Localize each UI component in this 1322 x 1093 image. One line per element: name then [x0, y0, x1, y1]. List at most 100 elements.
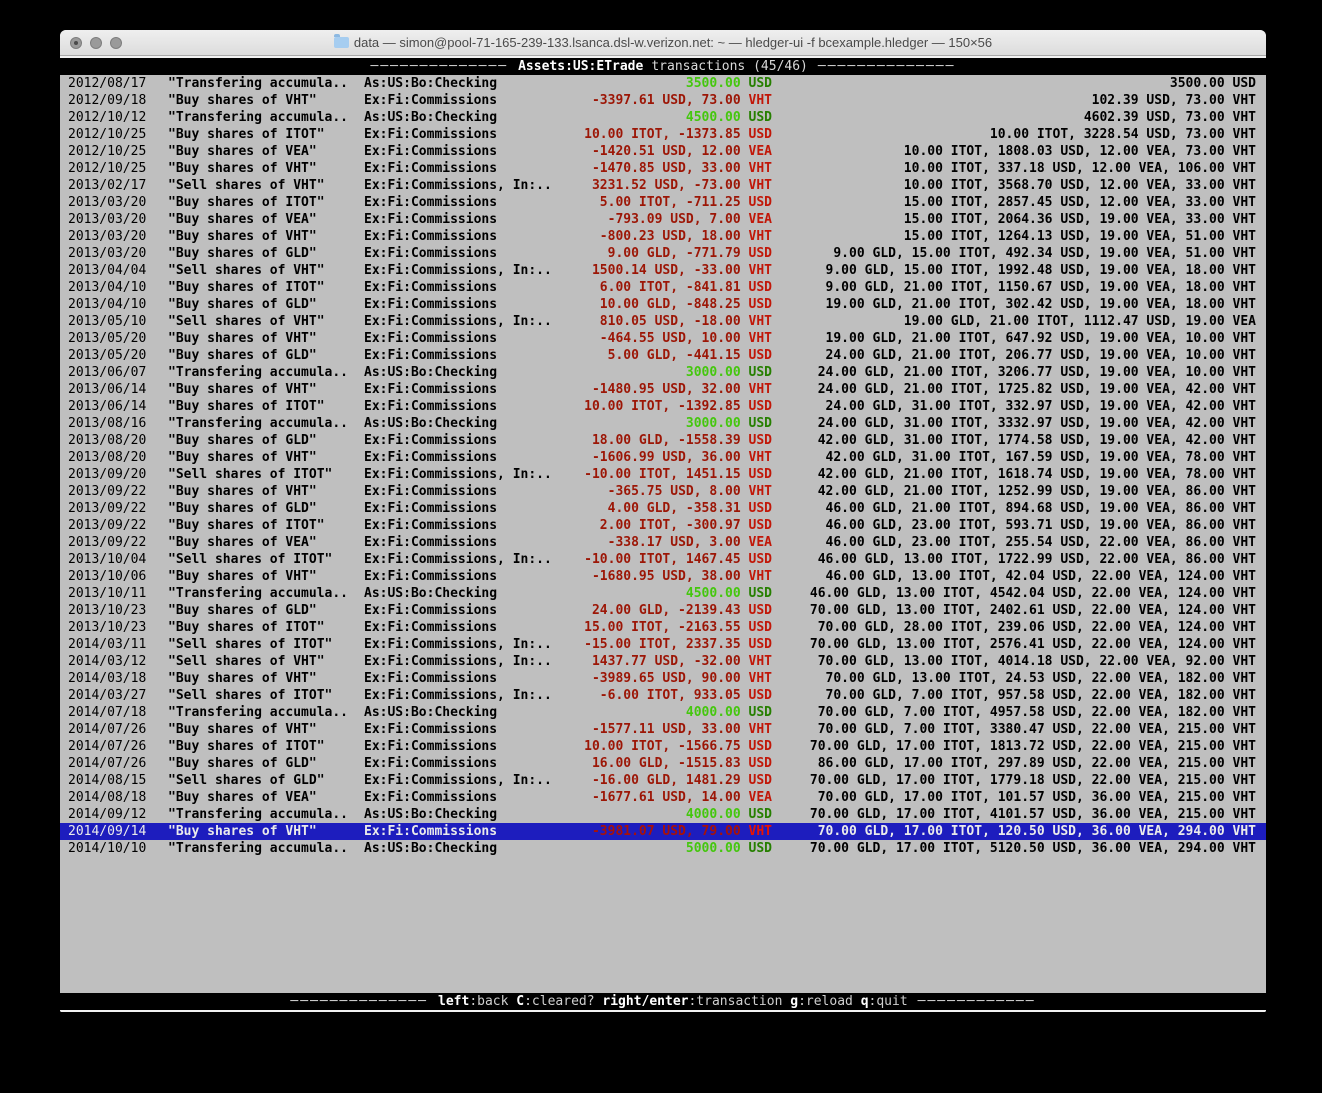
register-row[interactable]: 2013/09/22 "Buy shares of VHT" Ex:Fi:Commi…	[60, 483, 1266, 500]
row-description: "Sell shares of VHT"	[168, 654, 325, 669]
row-change-amount: 15.00 ITOT, -2163.55 USD	[564, 619, 772, 636]
row-date: 2012/10/25	[68, 127, 147, 142]
row-other-accounts: Ex:Fi:Commissions, In:..	[364, 263, 552, 278]
row-other-accounts: As:US:Bo:Checking	[364, 586, 498, 601]
register-row[interactable]: 2013/10/23 "Buy shares of GLD" Ex:Fi:Commi…	[60, 602, 1266, 619]
minimize-button[interactable]	[90, 37, 102, 49]
amount-number: 16.00 GLD, -1515.83	[591, 756, 741, 771]
register-row[interactable]: 2013/06/07 "Transfering accumula.. As:US:B…	[60, 364, 1266, 381]
row-running-balance: 70.00 GLD, 13.00 ITOT, 4014.18 USD, 22.0…	[817, 654, 1256, 669]
amount-number: 3000.00	[685, 416, 741, 431]
amount-commodity: USD	[740, 501, 773, 516]
row-running-balance: 9.00 GLD, 21.00 ITOT, 1150.67 USD, 19.00…	[825, 280, 1256, 295]
row-date: 2013/09/22	[68, 484, 147, 499]
amount-commodity: VHT	[740, 161, 773, 176]
register-row[interactable]: 2012/10/25 "Buy shares of VEA" Ex:Fi:Commi…	[60, 143, 1266, 160]
row-description: "Buy shares of VHT"	[168, 382, 317, 397]
row-running-balance: 70.00 GLD, 13.00 ITOT, 24.53 USD, 22.00 …	[825, 671, 1256, 686]
register-row[interactable]: 2013/10/06 "Buy shares of VHT" Ex:Fi:Commi…	[60, 568, 1266, 585]
register-row[interactable]: 2013/09/22 "Buy shares of VEA" Ex:Fi:Commi…	[60, 534, 1266, 551]
window-controls	[70, 30, 122, 56]
register-row[interactable]: 2012/08/17 "Transfering accumula.. As:US:B…	[60, 75, 1266, 92]
row-running-balance: 10.00 ITOT, 3228.54 USD, 73.00 VHT	[989, 127, 1256, 142]
register-row[interactable]: 2013/08/20 "Buy shares of VHT" Ex:Fi:Commi…	[60, 449, 1266, 466]
register-row[interactable]: 2013/08/20 "Buy shares of GLD" Ex:Fi:Commi…	[60, 432, 1266, 449]
register-row[interactable]: 2013/09/22 "Buy shares of ITOT" Ex:Fi:Comm…	[60, 517, 1266, 534]
amount-commodity: USD	[740, 195, 773, 210]
register-row[interactable]: 2013/09/22 "Buy shares of GLD" Ex:Fi:Commi…	[60, 500, 1266, 517]
amount-number: -1677.61 USD, 14.00	[591, 790, 741, 805]
row-other-accounts: Ex:Fi:Commissions	[364, 229, 498, 244]
register-row[interactable]: 2013/10/23 "Buy shares of ITOT" Ex:Fi:Comm…	[60, 619, 1266, 636]
register-row[interactable]: 2014/08/15 "Sell shares of GLD" Ex:Fi:Comm…	[60, 772, 1266, 789]
register-row[interactable]: 2014/03/12 "Sell shares of VHT" Ex:Fi:Comm…	[60, 653, 1266, 670]
register-row[interactable]: 2013/03/20 "Buy shares of VHT" Ex:Fi:Commi…	[60, 228, 1266, 245]
row-other-accounts: Ex:Fi:Commissions	[364, 195, 498, 210]
register-row[interactable]: 2013/03/20 "Buy shares of GLD" Ex:Fi:Commi…	[60, 245, 1266, 262]
register-row[interactable]: 2014/10/10 "Transfering accumula.. As:US:B…	[60, 840, 1266, 857]
row-other-accounts: Ex:Fi:Commissions	[364, 161, 498, 176]
register-row[interactable]: 2013/02/17 "Sell shares of VHT" Ex:Fi:Comm…	[60, 177, 1266, 194]
row-change-amount: -1677.61 USD, 14.00 VEA	[564, 789, 772, 806]
register-row[interactable]: 2014/07/26 "Buy shares of VHT" Ex:Fi:Commi…	[60, 721, 1266, 738]
register-row[interactable]: 2013/04/10 "Buy shares of GLD" Ex:Fi:Commi…	[60, 296, 1266, 313]
register-row[interactable]: 2014/07/18 "Transfering accumula.. As:US:B…	[60, 704, 1266, 721]
row-running-balance: 70.00 GLD, 13.00 ITOT, 2402.61 USD, 22.0…	[809, 603, 1256, 618]
terminal-window: data — simon@pool-71-165-239-133.lsanca.…	[60, 30, 1266, 1012]
register-row[interactable]: 2013/05/20 "Buy shares of VHT" Ex:Fi:Commi…	[60, 330, 1266, 347]
close-button[interactable]	[70, 37, 82, 49]
row-running-balance: 42.00 GLD, 31.00 ITOT, 167.59 USD, 19.00…	[825, 450, 1256, 465]
register-row[interactable]: 2013/08/16 "Transfering accumula.. As:US:B…	[60, 415, 1266, 432]
register-row[interactable]: 2013/10/04 "Sell shares of ITOT" Ex:Fi:Com…	[60, 551, 1266, 568]
register-row[interactable]: 2013/09/20 "Sell shares of ITOT" Ex:Fi:Com…	[60, 466, 1266, 483]
register-row[interactable]: 2014/08/18 "Buy shares of VEA" Ex:Fi:Commi…	[60, 789, 1266, 806]
row-change-amount: -3981.07 USD, 79.00 VHT	[564, 823, 772, 840]
row-change-amount: -800.23 USD, 18.00 VHT	[564, 228, 772, 245]
register-row[interactable]: 2014/03/27 "Sell shares of ITOT" Ex:Fi:Com…	[60, 687, 1266, 704]
register-row[interactable]: 2013/06/14 "Buy shares of VHT" Ex:Fi:Commi…	[60, 381, 1266, 398]
row-change-amount: 4000.00 USD	[564, 806, 772, 823]
amount-commodity: USD	[740, 620, 773, 635]
register-row[interactable]: 2014/07/26 "Buy shares of ITOT" Ex:Fi:Comm…	[60, 738, 1266, 755]
register-row[interactable]: 2012/09/18 "Buy shares of VHT" Ex:Fi:Commi…	[60, 92, 1266, 109]
register-row[interactable]: 2012/10/12 "Transfering accumula.. As:US:B…	[60, 109, 1266, 126]
amount-commodity: VEA	[740, 144, 773, 159]
register-row[interactable]: 2013/04/04 "Sell shares of VHT" Ex:Fi:Comm…	[60, 262, 1266, 279]
amount-commodity: VHT	[740, 722, 773, 737]
row-date: 2014/07/26	[68, 722, 147, 737]
zoom-button[interactable]	[110, 37, 122, 49]
register-row[interactable]: 2014/07/26 "Buy shares of GLD" Ex:Fi:Commi…	[60, 755, 1266, 772]
row-date: 2014/09/14	[68, 824, 147, 839]
register-row[interactable]: 2014/09/12 "Transfering accumula.. As:US:B…	[60, 806, 1266, 823]
register-row[interactable]: 2013/05/20 "Buy shares of GLD" Ex:Fi:Commi…	[60, 347, 1266, 364]
row-running-balance: 42.00 GLD, 31.00 ITOT, 1774.58 USD, 19.0…	[817, 433, 1256, 448]
row-other-accounts: Ex:Fi:Commissions	[364, 127, 498, 142]
register-row[interactable]: 2013/06/14 "Buy shares of ITOT" Ex:Fi:Comm…	[60, 398, 1266, 415]
register-row[interactable]: 2013/10/11 "Transfering accumula.. As:US:B…	[60, 585, 1266, 602]
row-other-accounts: Ex:Fi:Commissions	[364, 620, 498, 635]
key-hint-key: left	[438, 994, 470, 1009]
register-row[interactable]: 2014/03/11 "Sell shares of ITOT" Ex:Fi:Com…	[60, 636, 1266, 653]
row-running-balance: 70.00 GLD, 17.00 ITOT, 1813.72 USD, 22.0…	[809, 739, 1256, 754]
register-row[interactable]: 2012/10/25 "Buy shares of ITOT" Ex:Fi:Comm…	[60, 126, 1266, 143]
key-hint-action: :reload	[798, 994, 853, 1009]
row-change-amount: -1480.95 USD, 32.00 VHT	[564, 381, 772, 398]
amount-number: 1437.77 USD, -32.00	[591, 654, 741, 669]
register-row-selected[interactable]: 2014/09/14 "Buy shares of VHT" Ex:Fi:Commi…	[60, 823, 1266, 840]
register-row[interactable]: 2012/10/25 "Buy shares of VHT" Ex:Fi:Commi…	[60, 160, 1266, 177]
register-row[interactable]: 2013/04/10 "Buy shares of ITOT" Ex:Fi:Comm…	[60, 279, 1266, 296]
row-description: "Buy shares of GLD"	[168, 501, 317, 516]
register-row[interactable]: 2013/03/20 "Buy shares of ITOT" Ex:Fi:Comm…	[60, 194, 1266, 211]
row-date: 2013/04/04	[68, 263, 147, 278]
row-other-accounts: Ex:Fi:Commissions	[364, 603, 498, 618]
register-row[interactable]: 2013/05/10 "Sell shares of VHT" Ex:Fi:Comm…	[60, 313, 1266, 330]
row-other-accounts: Ex:Fi:Commissions	[364, 756, 498, 771]
amount-number: 4500.00	[685, 110, 741, 125]
register-row[interactable]: 2014/03/18 "Buy shares of VHT" Ex:Fi:Commi…	[60, 670, 1266, 687]
transaction-register: 2012/08/17 "Transfering accumula.. As:US:B…	[60, 75, 1266, 857]
row-description: "Transfering accumula..	[168, 110, 349, 125]
register-row[interactable]: 2013/03/20 "Buy shares of VEA" Ex:Fi:Commi…	[60, 211, 1266, 228]
amount-commodity: USD	[740, 280, 773, 295]
row-date: 2013/05/20	[68, 348, 147, 363]
